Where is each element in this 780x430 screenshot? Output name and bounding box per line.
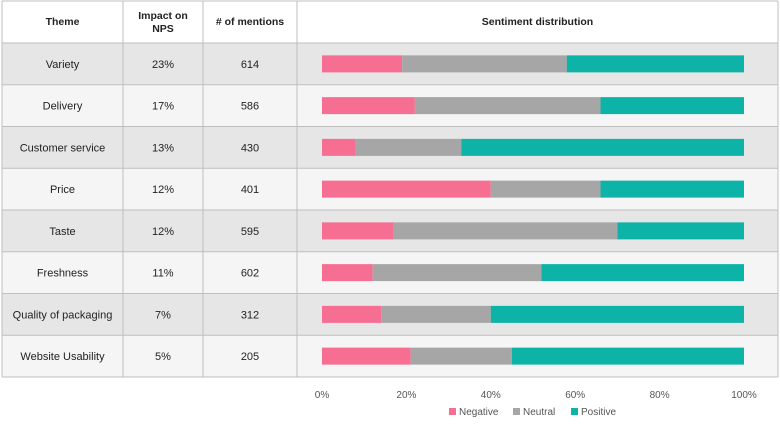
- bar-neutral: [355, 138, 462, 156]
- legend-label-positive: Positive: [581, 407, 616, 418]
- bar-positive: [600, 180, 744, 198]
- cell-mentions: 312: [241, 309, 259, 321]
- x-tick-label: 40%: [481, 390, 501, 401]
- table-row: [2, 43, 297, 85]
- cell-impact: 13%: [152, 142, 174, 154]
- header-sentiment: Sentiment distribution: [482, 16, 593, 28]
- cell-mentions: 595: [241, 226, 259, 238]
- cell-impact: 11%: [152, 268, 173, 280]
- bar-positive: [541, 264, 744, 282]
- legend-swatch-neutral: [513, 408, 520, 415]
- bar-positive: [461, 138, 744, 156]
- cell-theme: Quality of packaging: [13, 309, 113, 321]
- cell-mentions: 602: [241, 268, 259, 280]
- x-tick-label: 60%: [565, 390, 585, 401]
- legend-label-neutral: Neutral: [523, 407, 555, 418]
- legend-label-negative: Negative: [459, 407, 499, 418]
- cell-theme: Delivery: [43, 101, 83, 113]
- bar-positive: [600, 97, 744, 115]
- cell-mentions: 614: [241, 59, 259, 71]
- cell-mentions: 205: [241, 351, 259, 363]
- table-row: [2, 335, 297, 377]
- bar-negative: [322, 180, 491, 198]
- table-row: [2, 251, 297, 294]
- cell-impact: 12%: [152, 226, 174, 238]
- cell-mentions: 586: [241, 101, 259, 113]
- x-tick-label: 0%: [315, 390, 330, 401]
- x-tick-label: 20%: [396, 390, 416, 401]
- bar-neutral: [414, 97, 601, 115]
- bar-negative: [322, 347, 411, 365]
- bar-negative: [322, 97, 415, 115]
- bar-positive: [617, 222, 744, 240]
- cell-impact: 17%: [152, 101, 174, 113]
- bar-neutral: [381, 305, 491, 323]
- cell-impact: 7%: [155, 309, 171, 321]
- cell-impact: 5%: [155, 351, 171, 363]
- cell-theme: Customer service: [20, 142, 106, 154]
- bar-positive: [511, 347, 744, 365]
- legend-swatch-positive: [571, 408, 578, 415]
- bar-negative: [322, 138, 356, 156]
- header-theme: Theme: [46, 16, 80, 28]
- bar-neutral: [410, 347, 512, 365]
- bar-positive: [490, 305, 744, 323]
- bar-neutral: [372, 264, 542, 282]
- bar-positive: [566, 55, 744, 73]
- bar-neutral: [490, 180, 601, 198]
- cell-theme: Freshness: [37, 268, 89, 280]
- cell-theme: Variety: [46, 59, 80, 71]
- cell-impact: 12%: [152, 184, 174, 196]
- table-row: [2, 126, 297, 169]
- header-row: [2, 1, 778, 43]
- header-mentions: # of mentions: [216, 16, 284, 28]
- table-row: [2, 293, 297, 336]
- bar-negative: [322, 305, 382, 323]
- x-tick-label: 80%: [650, 390, 670, 401]
- cell-theme: Price: [50, 184, 75, 196]
- bar-neutral: [393, 222, 618, 240]
- cell-mentions: 430: [241, 142, 259, 154]
- cell-theme: Taste: [49, 226, 75, 238]
- table-row: [2, 84, 297, 127]
- table-row: [2, 210, 297, 252]
- header-impact-line2: NPS: [152, 23, 174, 35]
- bar-neutral: [402, 55, 567, 73]
- x-tick-label: 100%: [731, 390, 757, 401]
- cell-theme: Website Usability: [20, 351, 105, 363]
- bar-negative: [322, 264, 373, 282]
- table-row: [2, 168, 297, 210]
- legend-swatch-negative: [449, 408, 456, 415]
- bar-negative: [322, 55, 403, 73]
- cell-impact: 23%: [152, 59, 174, 71]
- bar-negative: [322, 222, 394, 240]
- header-impact-line1: Impact on: [138, 10, 188, 22]
- cell-mentions: 401: [241, 184, 259, 196]
